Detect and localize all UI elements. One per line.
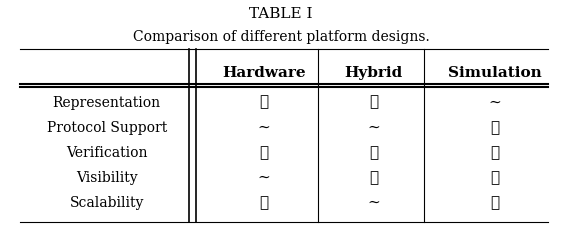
- Text: Hardware: Hardware: [223, 66, 306, 80]
- Text: ∼: ∼: [368, 120, 380, 134]
- Text: ✓: ✓: [490, 170, 499, 184]
- Text: ✓: ✓: [369, 170, 378, 184]
- Text: Visibility: Visibility: [76, 170, 138, 184]
- Text: ✓: ✓: [260, 95, 269, 109]
- Text: ✗: ✗: [260, 195, 269, 209]
- Text: Simulation: Simulation: [448, 66, 541, 80]
- Text: ∼: ∼: [368, 195, 380, 209]
- Text: ✓: ✓: [490, 120, 499, 134]
- Text: ∼: ∼: [488, 95, 501, 109]
- Text: ✓: ✓: [369, 145, 378, 159]
- Text: ✓: ✓: [490, 145, 499, 159]
- Text: Protocol Support: Protocol Support: [47, 120, 167, 134]
- Text: Comparison of different platform designs.: Comparison of different platform designs…: [133, 30, 429, 43]
- Text: Hybrid: Hybrid: [345, 66, 403, 80]
- Text: TABLE I: TABLE I: [250, 7, 312, 21]
- Text: Verification: Verification: [66, 145, 148, 159]
- Text: ✓: ✓: [490, 195, 499, 209]
- Text: ✓: ✓: [369, 95, 378, 109]
- Text: ∼: ∼: [258, 120, 270, 134]
- Text: Scalability: Scalability: [70, 195, 144, 209]
- Text: ∼: ∼: [258, 170, 270, 184]
- Text: ✓: ✓: [260, 145, 269, 159]
- Text: Representation: Representation: [53, 95, 161, 109]
